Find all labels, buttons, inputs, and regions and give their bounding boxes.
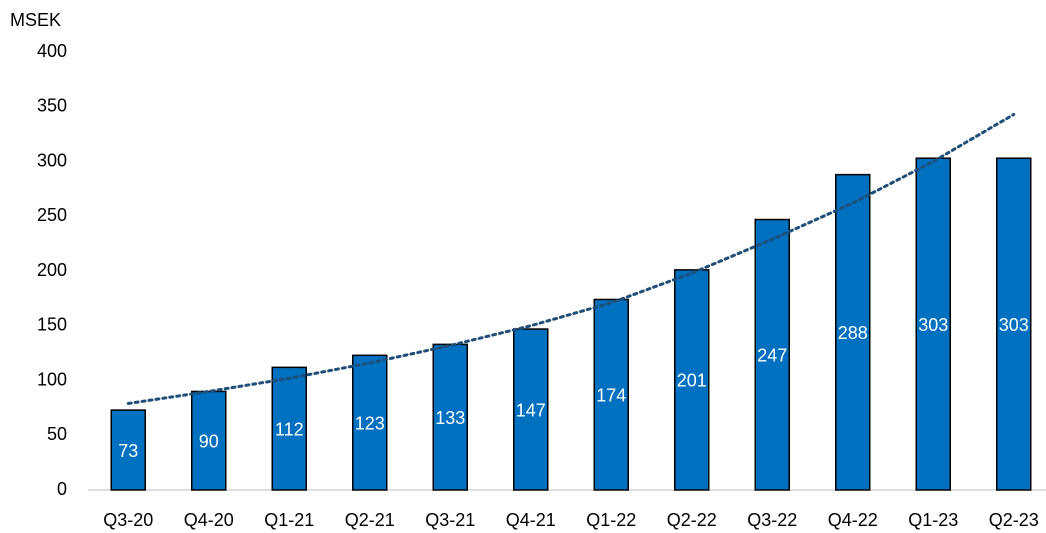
- bar: [513, 328, 549, 491]
- data-label: 201: [677, 371, 707, 391]
- x-tick-label: Q4-21: [506, 510, 556, 530]
- y-tick-label: 0: [57, 479, 67, 499]
- y-tick-label: 300: [37, 150, 67, 170]
- bar: [754, 218, 790, 491]
- data-label: 147: [516, 400, 546, 420]
- bar: [996, 157, 1032, 491]
- y-tick-label: 200: [37, 260, 67, 280]
- x-tick-label: Q4-20: [184, 510, 234, 530]
- x-tick-label: Q2-22: [667, 510, 717, 530]
- data-label: 174: [596, 385, 626, 405]
- data-label: 90: [199, 431, 219, 451]
- x-tick-label: Q3-22: [747, 510, 797, 530]
- y-tick-label: 400: [37, 41, 67, 61]
- y-tick-label: 100: [37, 369, 67, 389]
- trendline: [126, 112, 1016, 405]
- y-tick-label: 250: [37, 205, 67, 225]
- x-tick-label: Q1-21: [264, 510, 314, 530]
- bar: [593, 298, 629, 491]
- bar: [271, 366, 307, 491]
- data-label: 123: [355, 413, 385, 433]
- x-tick-label: Q3-20: [103, 510, 153, 530]
- x-tick-label: Q1-23: [908, 510, 958, 530]
- x-tick-label: Q4-22: [828, 510, 878, 530]
- bar: [191, 390, 227, 491]
- x-tick-label: Q3-21: [425, 510, 475, 530]
- bar: [352, 354, 388, 491]
- y-tick-label: 150: [37, 315, 67, 335]
- bar: [432, 343, 468, 491]
- data-label: 73: [118, 441, 138, 461]
- y-tick-label: 50: [47, 424, 67, 444]
- x-tick-label: Q2-21: [345, 510, 395, 530]
- y-axis-label: MSEK: [10, 10, 61, 30]
- data-label: 288: [838, 323, 868, 343]
- data-label: 247: [757, 346, 787, 366]
- bar: [110, 409, 146, 491]
- bar: [674, 269, 710, 491]
- bar: [915, 157, 951, 491]
- y-tick-label: 350: [37, 96, 67, 116]
- bar: [835, 173, 871, 491]
- x-tick-label: Q1-22: [586, 510, 636, 530]
- data-label: 303: [999, 315, 1029, 335]
- data-label: 303: [918, 315, 948, 335]
- data-label: 133: [435, 408, 465, 428]
- data-label: 112: [275, 419, 304, 439]
- x-tick-label: Q2-23: [989, 510, 1039, 530]
